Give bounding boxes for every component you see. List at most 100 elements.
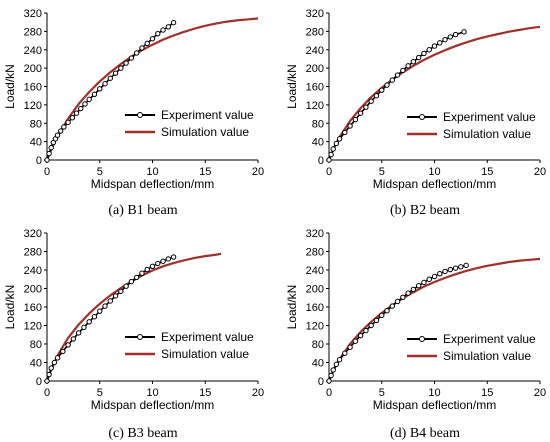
y-tick-label: 160: [24, 82, 42, 94]
simulation-series-line: [45, 17, 259, 161]
experiment-point: [170, 254, 177, 260]
y-tick-label: 320: [306, 8, 324, 20]
x-tick-label: 20: [252, 387, 264, 399]
experiment-point: [410, 58, 417, 65]
experiment-point: [352, 116, 359, 123]
y-tick-label: 200: [24, 284, 42, 296]
y-tick-label: 320: [24, 8, 42, 20]
experiment-point: [389, 77, 395, 83]
experiment-point: [384, 82, 390, 88]
experiment-point: [394, 72, 401, 78]
experiment-point: [458, 264, 464, 270]
experiment-point: [373, 317, 380, 324]
experiment-point: [328, 151, 334, 158]
x-tick-label: 15: [199, 166, 211, 178]
x-axis-label: Midspan deflection/mm: [373, 398, 496, 412]
experiment-point: [421, 279, 427, 286]
experiment-point: [326, 378, 332, 384]
experiment-point: [442, 268, 448, 275]
y-tick-label: 160: [306, 82, 324, 94]
y-tick-label: 240: [24, 45, 42, 57]
y-tick-label: 200: [306, 63, 324, 75]
legend: Experiment value Simulation value: [407, 332, 536, 363]
experiment-point: [437, 271, 443, 277]
experiment-point: [149, 36, 156, 42]
experiment-point: [133, 274, 140, 281]
panel-caption: (d) B4 beam: [390, 426, 460, 441]
legend-experiment-label: Experiment value: [443, 110, 536, 124]
chart-panel: 0 40 80 120 160 200 240 280 320 0 5 10 15 20 Midspan d…: [285, 228, 546, 441]
experiment-point: [73, 110, 80, 116]
experiment-point: [160, 258, 166, 264]
y-tick-label: 0: [318, 155, 324, 167]
experiment-point: [65, 119, 71, 126]
y-tick-label: 280: [306, 247, 324, 259]
experiment-point: [128, 278, 135, 285]
experiment-point: [81, 324, 87, 331]
simulation-series-line: [327, 25, 541, 161]
experiment-point: [133, 50, 140, 56]
x-tick-label: 20: [534, 166, 546, 178]
x-tick-label: 5: [97, 387, 103, 399]
experiment-point: [78, 105, 84, 112]
x-tick-label: 5: [97, 166, 103, 178]
experiment-point: [46, 371, 52, 378]
y-tick-label: 0: [36, 155, 42, 167]
x-tick-label: 15: [481, 166, 493, 178]
experiment-point: [461, 29, 467, 35]
experiment-point: [144, 40, 150, 47]
experiment-point: [379, 312, 385, 319]
experiment-point: [91, 314, 98, 320]
experiment-point: [44, 157, 50, 163]
experiment-point: [70, 336, 77, 342]
experiment-point: [442, 36, 448, 43]
experiment-point: [118, 65, 124, 71]
experiment-point: [65, 342, 71, 348]
experiment-point: [394, 298, 401, 305]
x-tick-label: 0: [44, 387, 50, 399]
experiment-point: [91, 91, 98, 98]
experiment-point: [357, 332, 364, 339]
y-tick-label: 0: [318, 376, 324, 388]
experiment-point: [368, 98, 374, 104]
experiment-point: [44, 378, 50, 384]
experiment-point: [384, 308, 390, 314]
y-tick-label: 0: [36, 376, 42, 388]
simulation-series-line: [327, 257, 541, 382]
y-tick-label: 40: [30, 137, 42, 149]
experiment-point: [61, 124, 67, 130]
x-tick-label: 5: [379, 387, 385, 399]
experiment-point: [330, 367, 336, 373]
y-tick-label: 40: [312, 358, 324, 370]
experiment-point: [368, 322, 374, 329]
y-tick-label: 240: [306, 265, 324, 277]
experiment-point: [82, 101, 88, 107]
legend-experiment-marker: [419, 114, 425, 120]
experiment-point: [437, 40, 443, 46]
experiment-point: [123, 60, 129, 66]
y-tick-label: 200: [24, 63, 42, 75]
experiment-point: [447, 34, 454, 40]
panel-caption: (a) B1 beam: [108, 203, 177, 218]
y-tick-label: 120: [306, 100, 324, 112]
experiment-point: [328, 372, 334, 379]
experiment-point: [373, 92, 380, 99]
y-tick-label: 200: [306, 284, 324, 296]
experiment-point: [128, 55, 135, 61]
experiment-point: [400, 67, 406, 74]
legend-experiment-marker: [137, 334, 143, 340]
experiment-point: [51, 359, 58, 366]
legend-simulation-label: Simulation value: [161, 125, 249, 139]
x-tick-label: 0: [326, 387, 332, 399]
legend: Experiment value Simulation value: [125, 330, 254, 361]
legend-experiment-marker: [419, 336, 425, 342]
experiment-point: [118, 288, 124, 294]
experiment-point: [149, 263, 156, 269]
experiment-series-line: [328, 31, 465, 161]
experiment-point: [405, 290, 411, 296]
experiment-point: [342, 350, 348, 356]
experiment-point: [447, 266, 454, 273]
y-tick-label: 160: [24, 302, 42, 314]
x-tick-label: 10: [428, 387, 440, 399]
